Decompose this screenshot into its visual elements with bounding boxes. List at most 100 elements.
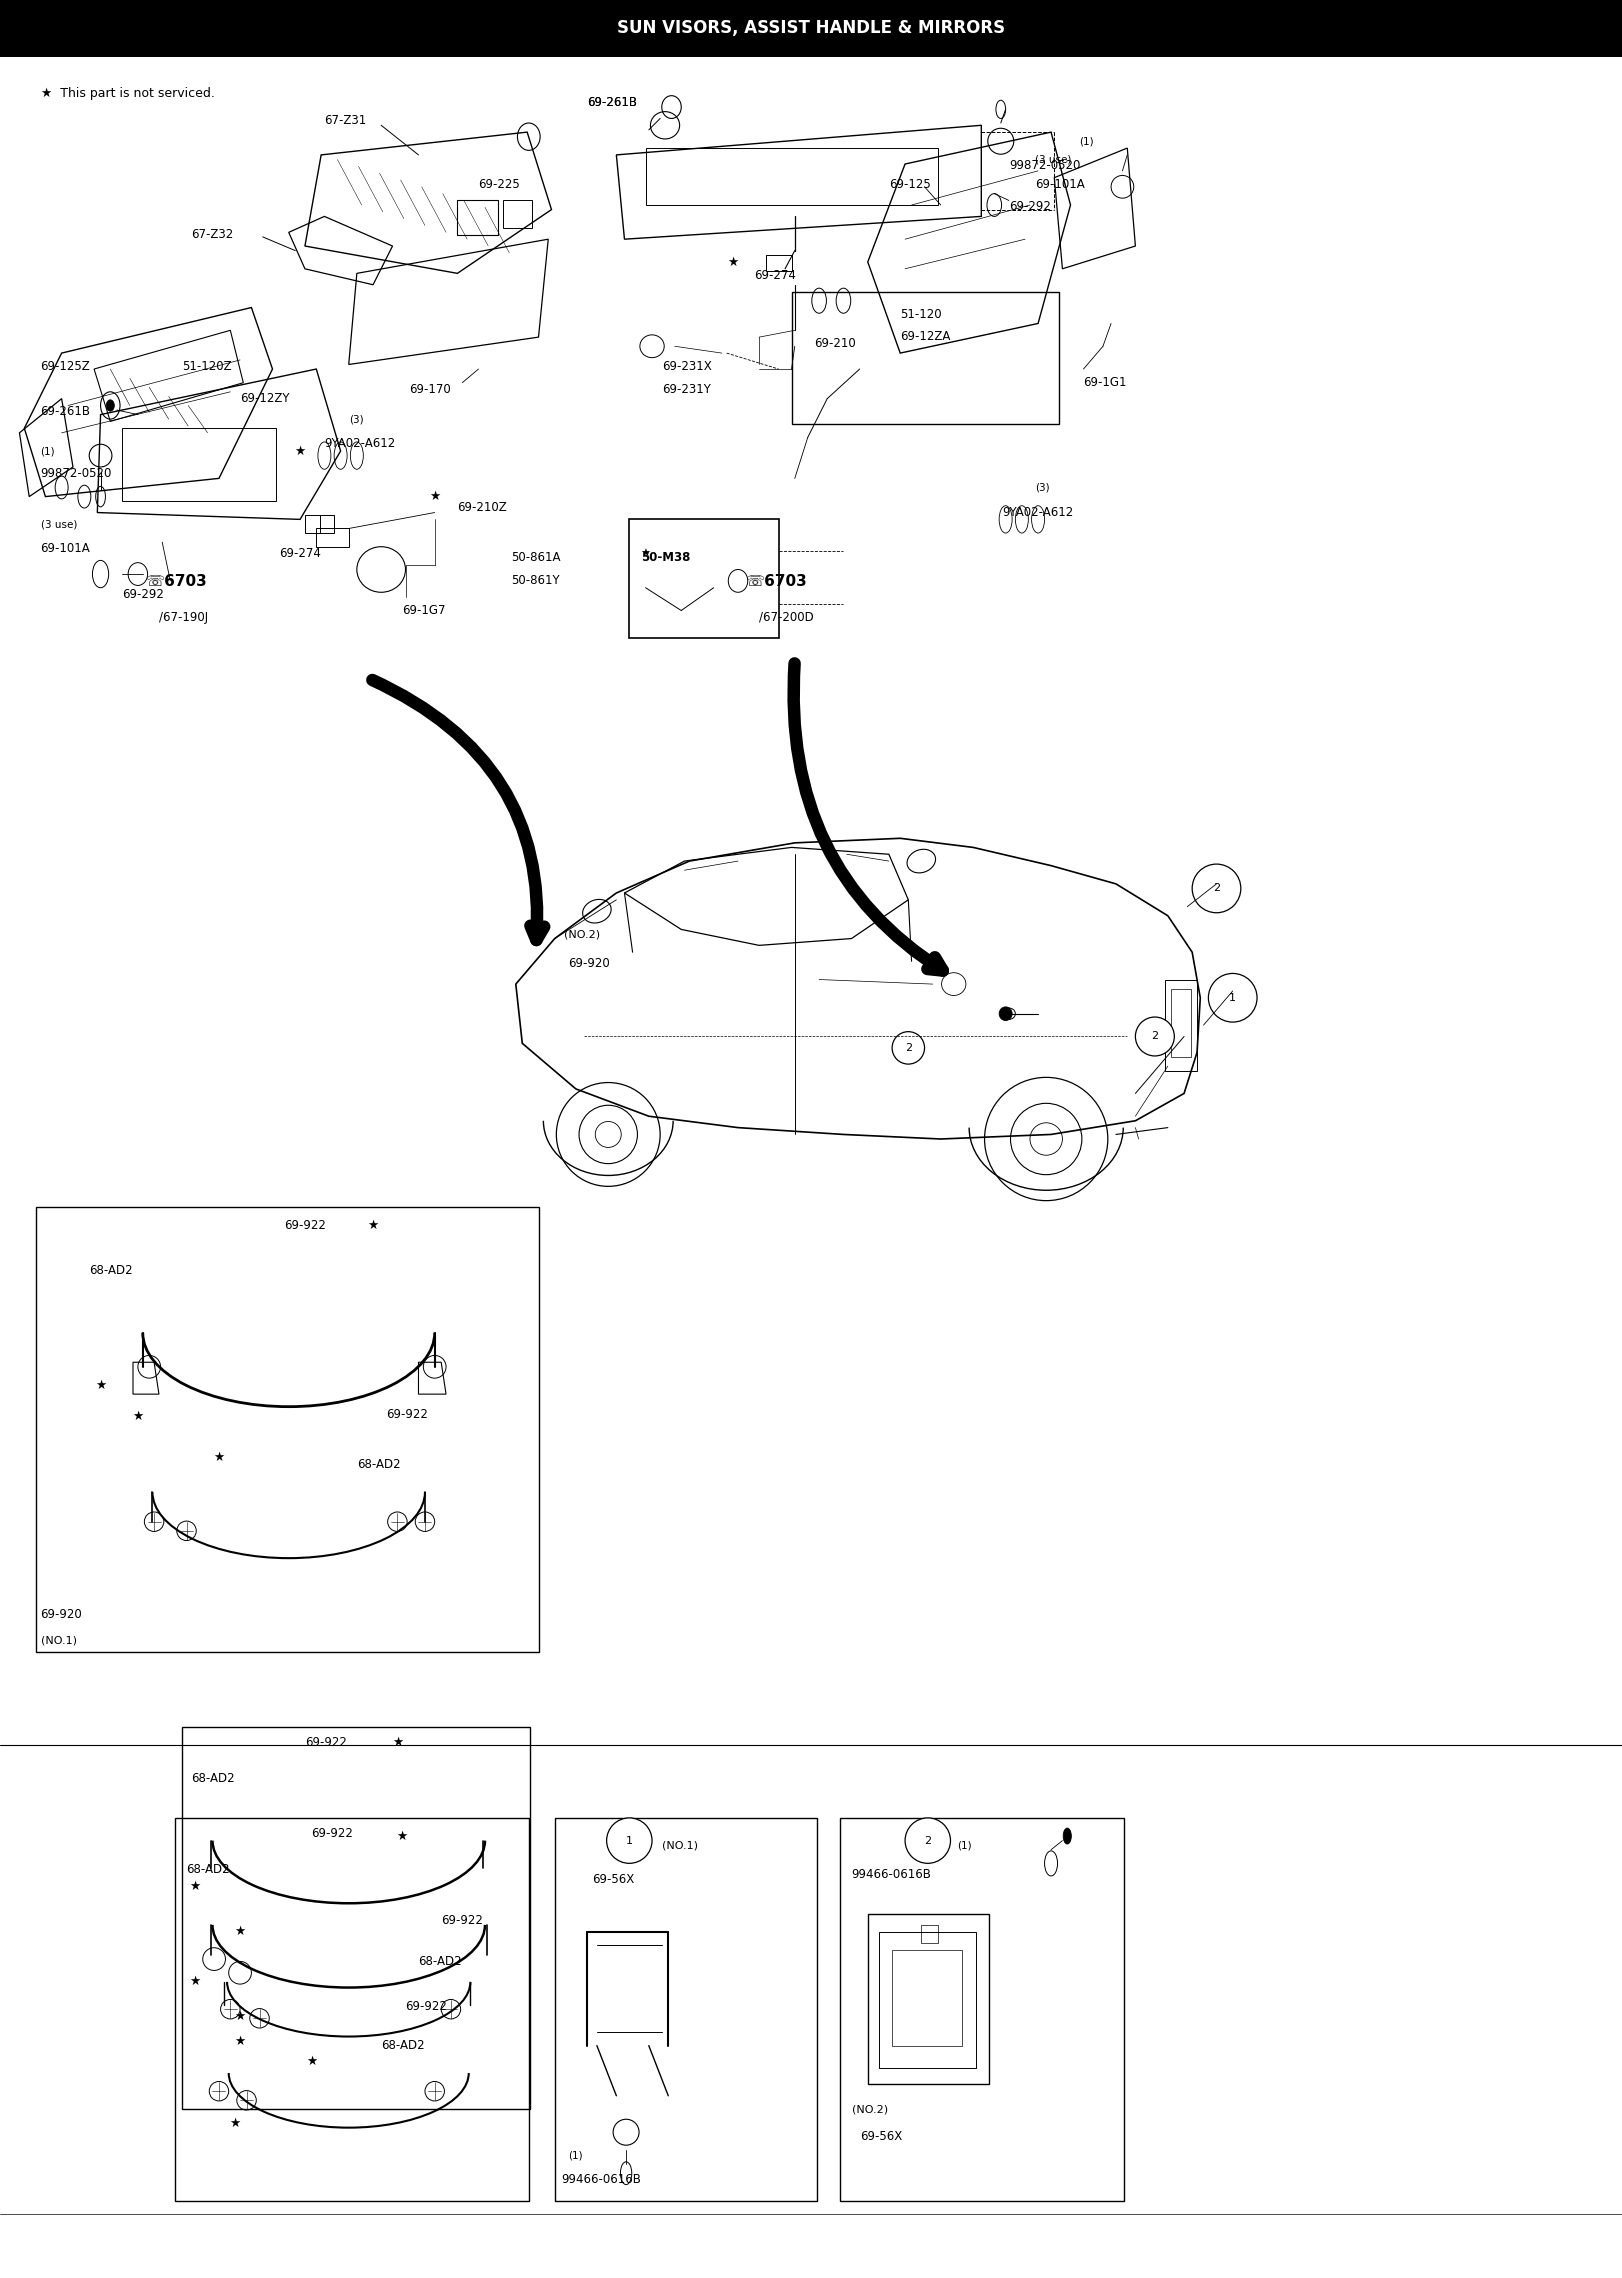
Circle shape <box>1208 973 1257 1023</box>
Text: 69-922: 69-922 <box>406 2000 448 2014</box>
Text: 68-AD2: 68-AD2 <box>191 1772 235 1786</box>
Bar <box>792 292 1059 424</box>
Text: ★: ★ <box>430 490 440 503</box>
Text: (1): (1) <box>41 446 55 456</box>
Text: 69-225: 69-225 <box>478 178 521 191</box>
Text: 9YA02-A612: 9YA02-A612 <box>324 437 396 451</box>
Text: 51-120: 51-120 <box>900 308 942 321</box>
Ellipse shape <box>999 1007 1012 1021</box>
Text: ★: ★ <box>235 1925 245 1939</box>
Text: 69-292: 69-292 <box>122 588 164 601</box>
Text: ★: ★ <box>214 1451 224 1465</box>
Text: 69-922: 69-922 <box>311 1827 354 1841</box>
Circle shape <box>905 1818 950 1863</box>
Text: (3): (3) <box>349 415 363 424</box>
Text: 69-292: 69-292 <box>1009 200 1051 214</box>
Text: 68-AD2: 68-AD2 <box>418 1955 462 1968</box>
Text: (3 use): (3 use) <box>1035 155 1071 164</box>
Text: 69-261B: 69-261B <box>587 96 637 109</box>
Text: 69-56X: 69-56X <box>592 1873 634 1886</box>
Bar <box>892 1950 962 2046</box>
Text: ☏6703: ☏6703 <box>146 574 208 590</box>
Text: 69-922: 69-922 <box>305 1736 347 1750</box>
Bar <box>182 1727 530 2109</box>
Text: 69-231Y: 69-231Y <box>662 383 710 396</box>
Text: 69-922: 69-922 <box>441 1914 483 1927</box>
Text: ★: ★ <box>235 2009 245 2023</box>
Text: 99872-0520: 99872-0520 <box>41 467 112 481</box>
Text: 50-861A: 50-861A <box>511 551 561 565</box>
Bar <box>629 519 779 638</box>
Text: 69-261B: 69-261B <box>587 96 637 109</box>
Text: ★: ★ <box>190 1879 200 1893</box>
Text: 69-274: 69-274 <box>279 547 321 560</box>
Text: 69-922: 69-922 <box>386 1408 428 1421</box>
Text: /67-190J: /67-190J <box>159 611 208 624</box>
Text: 68-AD2: 68-AD2 <box>357 1458 401 1472</box>
Text: 69-125Z: 69-125Z <box>41 360 91 374</box>
Bar <box>921 1925 938 1943</box>
Text: ★: ★ <box>133 1410 143 1424</box>
Text: 50-861Y: 50-861Y <box>511 574 560 588</box>
Text: 69-170: 69-170 <box>409 383 451 396</box>
Text: 68-AD2: 68-AD2 <box>187 1863 230 1877</box>
Ellipse shape <box>107 401 114 410</box>
Text: ★: ★ <box>393 1736 402 1750</box>
Text: ★: ★ <box>641 549 650 558</box>
Text: 99466-0616B: 99466-0616B <box>852 1868 931 1882</box>
Bar <box>1171 989 1191 1057</box>
Text: (NO.2): (NO.2) <box>564 929 600 939</box>
Text: 69-12ZA: 69-12ZA <box>900 330 950 344</box>
Text: (1): (1) <box>957 1841 972 1850</box>
Text: ★: ★ <box>368 1219 378 1232</box>
Bar <box>555 1818 817 2201</box>
Text: 99466-0616B: 99466-0616B <box>561 2173 641 2187</box>
Text: (1): (1) <box>568 2150 582 2160</box>
Text: 2: 2 <box>1213 884 1220 893</box>
Text: 2: 2 <box>925 1836 931 1845</box>
Text: (NO.2): (NO.2) <box>852 2105 887 2114</box>
Text: ★: ★ <box>235 2034 245 2048</box>
Text: ★: ★ <box>295 444 305 458</box>
Text: 2: 2 <box>1152 1032 1158 1041</box>
Bar <box>879 1932 976 2068</box>
Text: ★: ★ <box>307 2055 316 2068</box>
Text: 2: 2 <box>905 1043 912 1052</box>
FancyArrowPatch shape <box>373 681 545 941</box>
Bar <box>840 1818 1124 2201</box>
Text: 1: 1 <box>626 1836 633 1845</box>
Text: (NO.1): (NO.1) <box>41 1636 76 1645</box>
Bar <box>122 428 276 501</box>
Text: 69-210Z: 69-210Z <box>457 501 508 515</box>
FancyArrowPatch shape <box>793 663 942 970</box>
Text: 69-101A: 69-101A <box>1035 178 1085 191</box>
Text: 69-125: 69-125 <box>889 178 931 191</box>
Text: 51-120Z: 51-120Z <box>182 360 232 374</box>
Bar <box>503 200 532 228</box>
Text: 69-1G1: 69-1G1 <box>1083 376 1127 390</box>
Text: ★: ★ <box>230 2116 240 2130</box>
Text: 99872-0520: 99872-0520 <box>1009 159 1080 173</box>
Text: 69-920: 69-920 <box>41 1608 83 1622</box>
Bar <box>457 200 498 235</box>
Text: 68-AD2: 68-AD2 <box>89 1264 133 1278</box>
Text: (NO.1): (NO.1) <box>662 1841 697 1850</box>
Text: ★: ★ <box>96 1378 105 1392</box>
Circle shape <box>1135 1016 1174 1057</box>
Text: ☏6703: ☏6703 <box>746 574 808 590</box>
Circle shape <box>1192 863 1241 913</box>
Text: 69-12ZY: 69-12ZY <box>240 392 290 405</box>
Bar <box>0 0 1622 57</box>
Text: (1): (1) <box>1079 137 1093 146</box>
Bar <box>305 515 334 533</box>
Text: ★: ★ <box>190 1975 200 1989</box>
Text: (3): (3) <box>1035 483 1049 492</box>
Text: /67-200D: /67-200D <box>759 611 814 624</box>
Text: 69-101A: 69-101A <box>41 542 91 556</box>
Text: ★: ★ <box>728 255 738 269</box>
Text: 69-274: 69-274 <box>754 269 796 282</box>
Text: SUN VISORS, ASSIST HANDLE & MIRRORS: SUN VISORS, ASSIST HANDLE & MIRRORS <box>616 21 1006 36</box>
Circle shape <box>607 1818 652 1863</box>
Text: ★  This part is not serviced.: ★ This part is not serviced. <box>41 87 214 100</box>
Circle shape <box>892 1032 925 1064</box>
